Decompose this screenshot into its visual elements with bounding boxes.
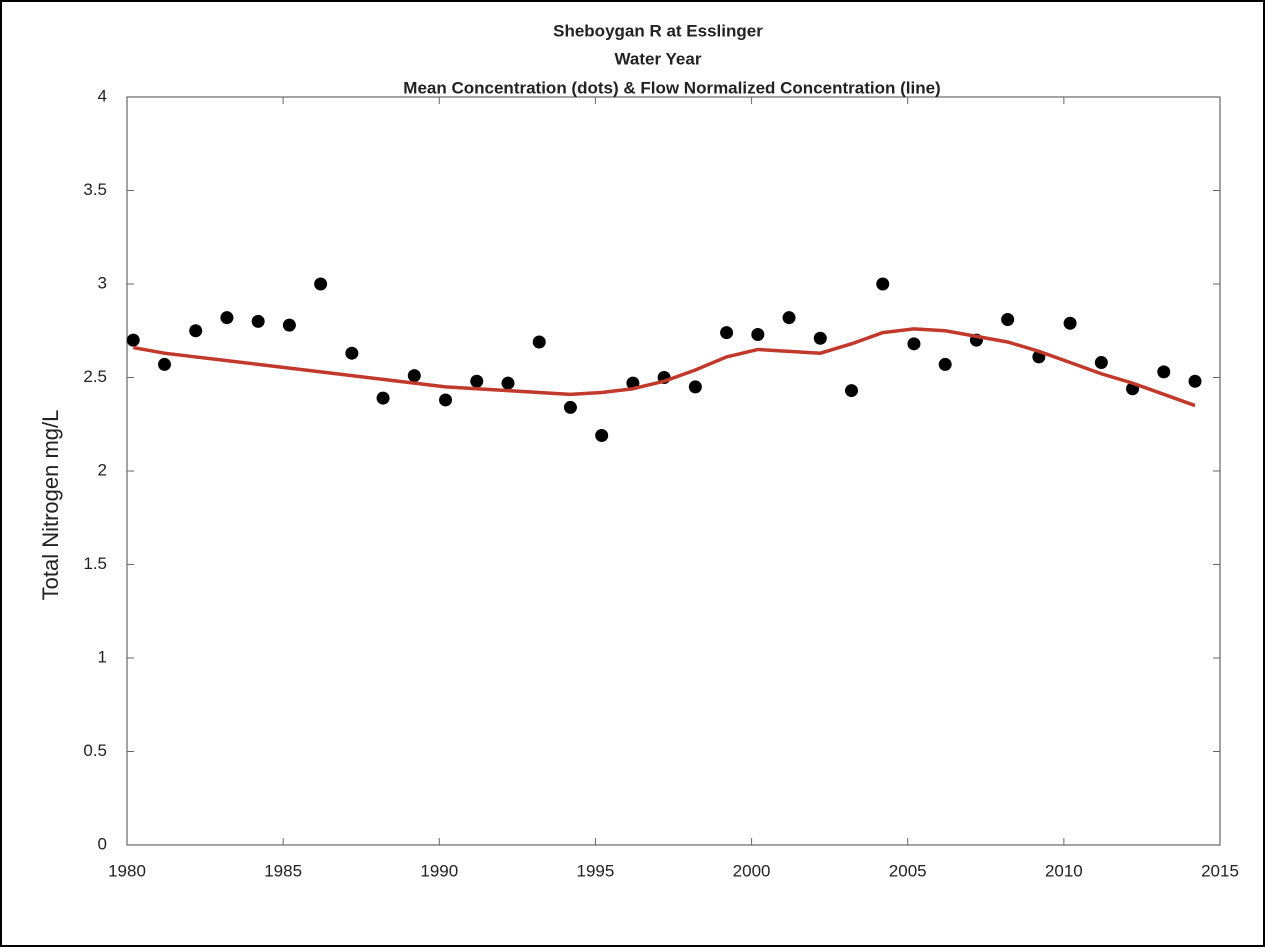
- dot: [876, 277, 890, 291]
- dot: [1188, 374, 1202, 388]
- dot: [1063, 316, 1077, 330]
- x-tick-label: 1980: [108, 861, 146, 880]
- dot: [376, 391, 390, 405]
- dot: [938, 357, 952, 371]
- x-tick-label: 2000: [733, 861, 771, 880]
- dot: [782, 311, 796, 325]
- y-tick-label: 3.5: [83, 180, 107, 199]
- dot: [345, 346, 359, 360]
- dot: [470, 374, 484, 388]
- dot: [314, 277, 328, 291]
- x-tick-label: 1995: [577, 861, 615, 880]
- y-tick-label: 2: [98, 460, 107, 479]
- dot: [907, 337, 921, 351]
- y-tick-label: 0: [98, 834, 107, 853]
- dot: [595, 428, 609, 442]
- x-tick-label: 2015: [1201, 861, 1239, 880]
- dot: [1157, 365, 1171, 379]
- x-tick-label: 2005: [889, 861, 927, 880]
- y-axis-label: Total Nitrogen mg/L: [38, 410, 63, 601]
- dot: [751, 327, 765, 341]
- dot: [563, 400, 577, 414]
- y-tick-label: 1: [98, 647, 107, 666]
- dot: [1094, 356, 1108, 370]
- chart-subtitle: Mean Concentration (dots) & Flow Normali…: [403, 78, 940, 97]
- dot: [532, 335, 546, 349]
- x-tick-label: 1985: [264, 861, 302, 880]
- y-tick-label: 2.5: [83, 367, 107, 386]
- dot: [126, 333, 140, 347]
- chart-subtitle: Water Year: [615, 49, 702, 68]
- x-tick-label: 2010: [1045, 861, 1083, 880]
- dot: [688, 380, 702, 394]
- dot: [251, 314, 265, 328]
- dot: [220, 311, 234, 325]
- y-tick-label: 4: [98, 86, 107, 105]
- dot: [845, 384, 859, 398]
- dot: [501, 376, 515, 390]
- dot: [1001, 313, 1015, 327]
- chart-title: Sheboygan R at Esslinger: [553, 21, 763, 40]
- trend-line: [132, 327, 1196, 408]
- dot: [439, 393, 453, 407]
- y-tick-label: 1.5: [83, 554, 107, 573]
- dot: [720, 326, 734, 340]
- y-tick-label: 3: [98, 273, 107, 292]
- dot: [813, 331, 827, 345]
- dot: [157, 357, 171, 371]
- y-tick-label: 0.5: [83, 741, 107, 760]
- x-tick-label: 1990: [420, 861, 458, 880]
- dot: [282, 318, 296, 332]
- dot: [407, 369, 421, 383]
- dot: [189, 324, 203, 338]
